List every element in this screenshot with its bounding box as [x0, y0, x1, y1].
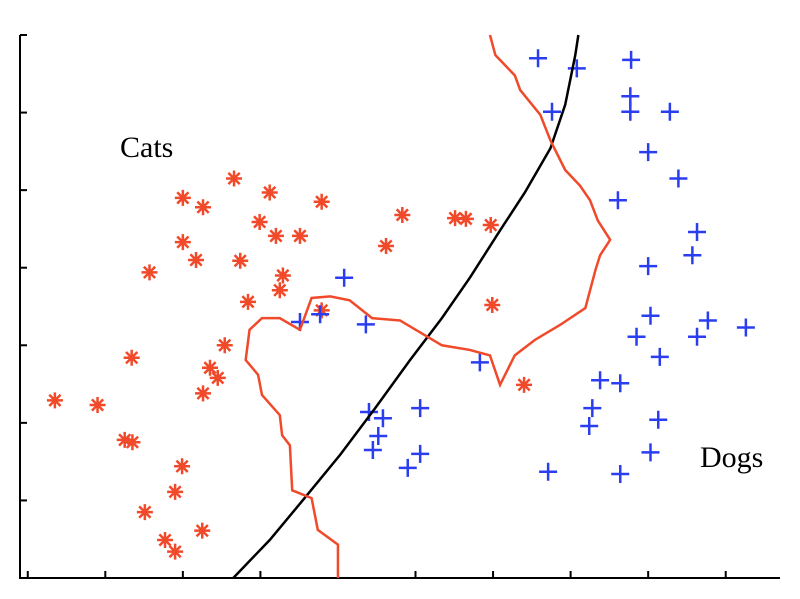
- point: [363, 441, 382, 460]
- point: [683, 246, 702, 265]
- boundary-line: [244, 34, 612, 578]
- point: [698, 311, 717, 330]
- point: [136, 504, 153, 521]
- point: [240, 293, 256, 310]
- point: [291, 227, 308, 244]
- point: [174, 234, 191, 251]
- point: [356, 315, 375, 334]
- point: [641, 306, 660, 325]
- point: [567, 59, 586, 78]
- point: [688, 327, 707, 346]
- point: [516, 376, 533, 393]
- point: [216, 337, 233, 354]
- point: [226, 170, 243, 187]
- point: [736, 318, 755, 337]
- point: [89, 397, 106, 414]
- point: [457, 210, 474, 227]
- point: [529, 49, 548, 68]
- point: [141, 264, 158, 281]
- point: [335, 268, 354, 287]
- point: [621, 102, 640, 121]
- point: [124, 434, 141, 451]
- point: [251, 213, 268, 230]
- point: [543, 102, 561, 121]
- point: [46, 392, 63, 409]
- point: [411, 444, 430, 463]
- point: [188, 251, 205, 268]
- point: [482, 217, 499, 234]
- point: [608, 191, 627, 210]
- point: [167, 543, 184, 560]
- point: [611, 465, 630, 484]
- point: [123, 349, 140, 366]
- point: [232, 252, 249, 269]
- point: [583, 399, 602, 418]
- point: [660, 102, 679, 121]
- point: [394, 206, 411, 223]
- point: [194, 522, 211, 539]
- point: [669, 169, 688, 188]
- point: [611, 374, 630, 393]
- point: [641, 443, 660, 462]
- point: [313, 193, 330, 210]
- point: [373, 409, 392, 428]
- point: [580, 416, 599, 435]
- point: [591, 371, 610, 390]
- point: [313, 302, 330, 319]
- point: [470, 353, 489, 372]
- point: [649, 410, 668, 429]
- point: [627, 327, 646, 346]
- point: [174, 189, 191, 206]
- point: [688, 223, 707, 242]
- point: [157, 531, 174, 548]
- boundary-line: [232, 34, 580, 579]
- annotation: Cats: [120, 131, 173, 164]
- point: [271, 282, 288, 299]
- point: [174, 458, 191, 475]
- point: [484, 296, 501, 313]
- point: [311, 305, 330, 324]
- point: [202, 359, 218, 376]
- point: [195, 385, 212, 402]
- point: [209, 369, 226, 386]
- point: [398, 458, 417, 477]
- point: [639, 143, 658, 162]
- point: [116, 431, 133, 448]
- point: [447, 210, 464, 227]
- point: [369, 427, 388, 446]
- point: [167, 483, 184, 500]
- point: [539, 462, 558, 481]
- point: [639, 257, 658, 276]
- point: [267, 227, 284, 244]
- point: [650, 347, 669, 366]
- point: [261, 184, 278, 201]
- point: [274, 267, 291, 284]
- point: [411, 399, 430, 418]
- point: [622, 50, 641, 69]
- point: [621, 87, 640, 106]
- annotation: Dogs: [700, 441, 763, 474]
- point: [195, 199, 212, 216]
- point: [378, 237, 395, 254]
